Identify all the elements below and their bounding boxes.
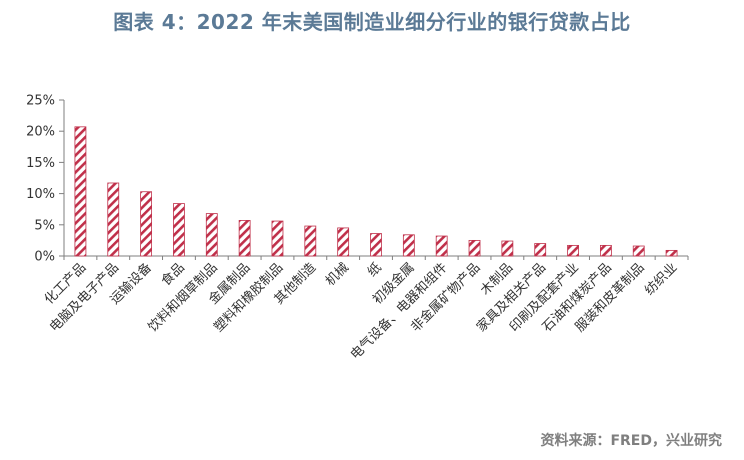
bar-15 [534,243,547,257]
y-tick-label: 20% [26,125,55,140]
y-tick-label: 15% [26,156,55,171]
source-note: 资料来源：FRED，兴业研究 [540,433,722,449]
bar-1 [74,126,87,257]
x-category-label: 机械 [323,260,352,289]
y-tick-label: 0% [34,250,55,265]
bar-5 [205,213,218,257]
chart-title: 图表 4：2022 年末美国制造业细分行业的银行贷款占比 [113,10,631,34]
x-category-label: 纸 [365,260,385,280]
y-tick-label: 5% [34,218,55,233]
x-category-label: 食品 [158,260,188,290]
bar-13 [468,239,481,257]
bar-4 [173,203,185,257]
y-tick-label: 10% [26,187,55,202]
bar-11 [402,234,415,257]
bar-16 [567,244,579,257]
bar-2 [107,182,120,257]
x-category-label: 纺织业 [642,260,680,298]
bar-10 [370,233,382,257]
bar-12 [435,235,448,257]
bar-6 [238,220,251,257]
bar-8 [304,225,317,257]
bar-14 [501,240,514,257]
bar-7 [271,220,284,257]
bar-3 [140,191,153,257]
bar-18 [632,245,645,257]
bar-19 [665,249,678,257]
bar-17 [599,244,612,257]
y-tick-label: 25% [26,94,55,109]
bar-9 [337,227,350,257]
